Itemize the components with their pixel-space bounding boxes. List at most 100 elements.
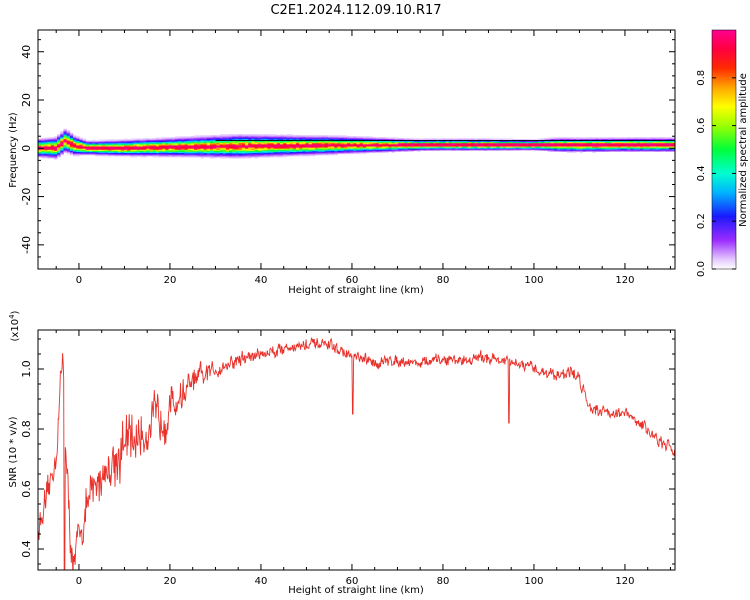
heatmap-cell [120, 153, 125, 156]
heatmap-cell [57, 150, 61, 152]
heatmap-cell [149, 147, 154, 149]
heatmap-cell [614, 146, 619, 148]
heatmap-cell [448, 147, 453, 149]
heatmap-cell [557, 138, 561, 141]
heatmap-cell [467, 149, 472, 151]
heatmap-cell [136, 146, 141, 148]
heatmap-cell [582, 140, 587, 143]
heatmap-cell [254, 153, 259, 156]
heatmap-cell [66, 133, 71, 135]
heatmap-cell [334, 136, 338, 138]
heatmap-cell [273, 155, 278, 158]
heatmap-cell [174, 142, 179, 145]
heatmap-cell [353, 146, 357, 148]
heatmap-cell [413, 138, 418, 141]
heatmap-cell [547, 137, 552, 139]
heatmap-cell [334, 145, 338, 147]
heatmap-cell [60, 142, 64, 145]
heatmap-cell [544, 148, 549, 150]
heatmap-cell [512, 145, 517, 147]
heatmap-cell [604, 148, 609, 150]
heatmap-cell [308, 143, 313, 146]
heatmap-cell [254, 141, 259, 144]
heatmap-cell [490, 142, 494, 145]
heatmap-cell [92, 153, 96, 156]
heatmap-cell [630, 150, 634, 152]
heatmap-cell [506, 142, 510, 145]
heatmap-cell [461, 148, 466, 150]
heatmap-cell [238, 152, 243, 155]
heatmap-cell [60, 153, 64, 156]
heatmap-cell [413, 146, 418, 148]
heatmap-cell [538, 148, 542, 150]
heatmap-cell [340, 135, 345, 137]
heatmap-cell [257, 135, 262, 137]
heatmap-cell [464, 142, 469, 145]
heatmap-cell [550, 148, 555, 150]
heatmap-cell [187, 136, 192, 138]
heatmap-cell [38, 154, 42, 157]
heatmap-cell [41, 139, 45, 142]
heatmap-cell [324, 140, 329, 143]
heatmap-cell [168, 150, 173, 152]
heatmap-cell [388, 141, 392, 144]
heatmap-cell [206, 135, 211, 137]
heatmap-cell [238, 143, 243, 146]
heatmap-cell [378, 149, 383, 151]
heatmap-cell [66, 132, 71, 134]
heatmap-cell [229, 145, 233, 147]
heatmap-cell [518, 142, 523, 145]
heatmap-cell [538, 146, 542, 148]
heatmap-cell [289, 135, 294, 137]
heatmap-cell [127, 146, 131, 148]
heatmap-cell [311, 150, 316, 152]
heatmap-cell [267, 135, 271, 137]
heatmap-cell [130, 142, 134, 145]
heatmap-cell [299, 152, 303, 155]
heatmap-cell [404, 142, 408, 145]
heatmap-cell [66, 150, 71, 152]
heatmap-cell [178, 138, 182, 141]
heatmap-cell [264, 153, 268, 156]
heatmap-cell [225, 137, 230, 139]
heatmap-cell [63, 151, 68, 154]
heatmap-cell [257, 137, 262, 139]
heatmap-cell [413, 148, 418, 150]
heatmap-cell [92, 143, 96, 146]
heatmap-cell [165, 141, 169, 144]
heatmap-cell [79, 153, 83, 156]
heatmap-cell [318, 153, 322, 156]
heatmap-cell [41, 154, 45, 157]
heatmap-cell [133, 145, 138, 147]
heatmap-cell [184, 154, 189, 157]
heatmap-cell [652, 138, 657, 141]
heatmap-cell [311, 141, 316, 144]
heatmap-cell [235, 141, 240, 144]
heatmap-cell [397, 150, 402, 152]
heatmap-cell [216, 138, 220, 141]
heatmap-cell [53, 137, 58, 139]
heatmap-cell [601, 150, 606, 152]
heatmap-cell [276, 150, 281, 152]
heatmap-cell [280, 143, 284, 146]
heatmap-cell [162, 146, 166, 148]
heatmap-cell [241, 140, 246, 143]
heatmap-cell [439, 146, 443, 148]
heatmap-cell [553, 140, 558, 143]
heatmap-cell [569, 151, 574, 154]
heatmap-cell [311, 149, 316, 151]
heatmap-cell [286, 152, 291, 155]
heatmap-cell [439, 147, 443, 149]
heatmap-cell [209, 137, 214, 139]
heatmap-cell [197, 143, 201, 146]
heatmap-cell [254, 140, 259, 143]
heatmap-cell [101, 151, 106, 154]
heatmap-cell [286, 149, 291, 151]
heatmap-cell [146, 149, 150, 151]
heatmap-cell [251, 136, 255, 138]
heatmap-cell [334, 142, 338, 145]
heatmap-cell [528, 149, 533, 151]
heatmap-cell [299, 151, 303, 154]
heatmap-cell [209, 152, 214, 155]
